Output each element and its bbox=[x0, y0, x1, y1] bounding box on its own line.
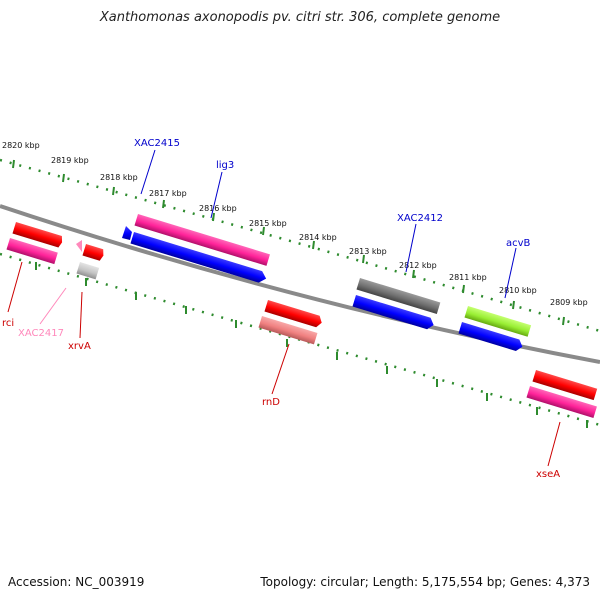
gene-label-acvb[interactable]: acvB bbox=[506, 238, 531, 249]
gene-label-lig3[interactable]: lig3 bbox=[216, 160, 234, 171]
gene-feature[interactable] bbox=[12, 222, 63, 248]
upper-scale-ring bbox=[0, 158, 600, 333]
scale-label: 2814 kbp bbox=[299, 233, 337, 242]
scale-label: 2813 kbp bbox=[349, 247, 387, 256]
genome-summary-text: Topology: circular; Length: 5,175,554 bp… bbox=[260, 575, 590, 589]
gene-label-xsea[interactable]: xseA bbox=[536, 469, 560, 480]
scale-label: 2820 kbp bbox=[2, 141, 40, 150]
accession-text: Accession: NC_003919 bbox=[8, 575, 145, 589]
gene-feature[interactable] bbox=[352, 295, 435, 331]
gene-label-rci[interactable]: rci bbox=[2, 318, 14, 329]
scale-label: 2815 kbp bbox=[249, 219, 287, 228]
label-leaders bbox=[7, 149, 561, 467]
gene-feature-xsea[interactable] bbox=[526, 386, 597, 418]
upper-major-ticks bbox=[12, 159, 565, 326]
gene-feature[interactable] bbox=[258, 316, 318, 345]
gene-label-xac2417[interactable]: XAC2417 bbox=[18, 328, 64, 339]
gene-label-xac2415[interactable]: XAC2415 bbox=[134, 138, 180, 149]
gene-label-xrva[interactable]: xrvA bbox=[68, 341, 91, 352]
scale-label: 2810 kbp bbox=[499, 286, 537, 295]
gene-feature-rnd[interactable] bbox=[264, 300, 323, 328]
gene-feature-xrva[interactable] bbox=[76, 262, 100, 280]
scale-label: 2809 kbp bbox=[550, 298, 588, 307]
scale-labels: 2820 kbp 2819 kbp 2818 kbp 2817 kbp 2816… bbox=[2, 141, 588, 307]
scale-label: 2811 kbp bbox=[449, 273, 487, 282]
gene-feature-xac2417[interactable] bbox=[76, 240, 82, 252]
gene-feature-lig3[interactable] bbox=[130, 232, 267, 284]
scale-label: 2818 kbp bbox=[100, 173, 138, 182]
gene-feature-acvb[interactable] bbox=[464, 306, 532, 337]
gene-feature[interactable] bbox=[122, 226, 132, 240]
gene-labels: rci XAC2417 xrvA XAC2415 lig3 rnD XAC241… bbox=[2, 138, 560, 480]
scale-label: 2817 kbp bbox=[149, 189, 187, 198]
gene-label-rnd[interactable]: rnD bbox=[262, 397, 280, 408]
gene-feature[interactable] bbox=[458, 322, 524, 352]
gene-feature-rci[interactable] bbox=[6, 238, 58, 265]
gene-feature-xac2412[interactable] bbox=[356, 278, 441, 315]
gene-feature[interactable] bbox=[532, 370, 598, 401]
map-title: Xanthomonas axonopodis pv. citri str. 30… bbox=[99, 10, 501, 25]
scale-label: 2816 kbp bbox=[199, 204, 237, 213]
gene-feature[interactable] bbox=[82, 244, 105, 261]
scale-label: 2819 kbp bbox=[51, 156, 89, 165]
scale-label: 2812 kbp bbox=[399, 261, 437, 270]
lower-major-ticks bbox=[35, 262, 588, 428]
gene-label-xac2412[interactable]: XAC2412 bbox=[397, 213, 443, 224]
gene-feature-xac2415[interactable] bbox=[134, 214, 270, 266]
